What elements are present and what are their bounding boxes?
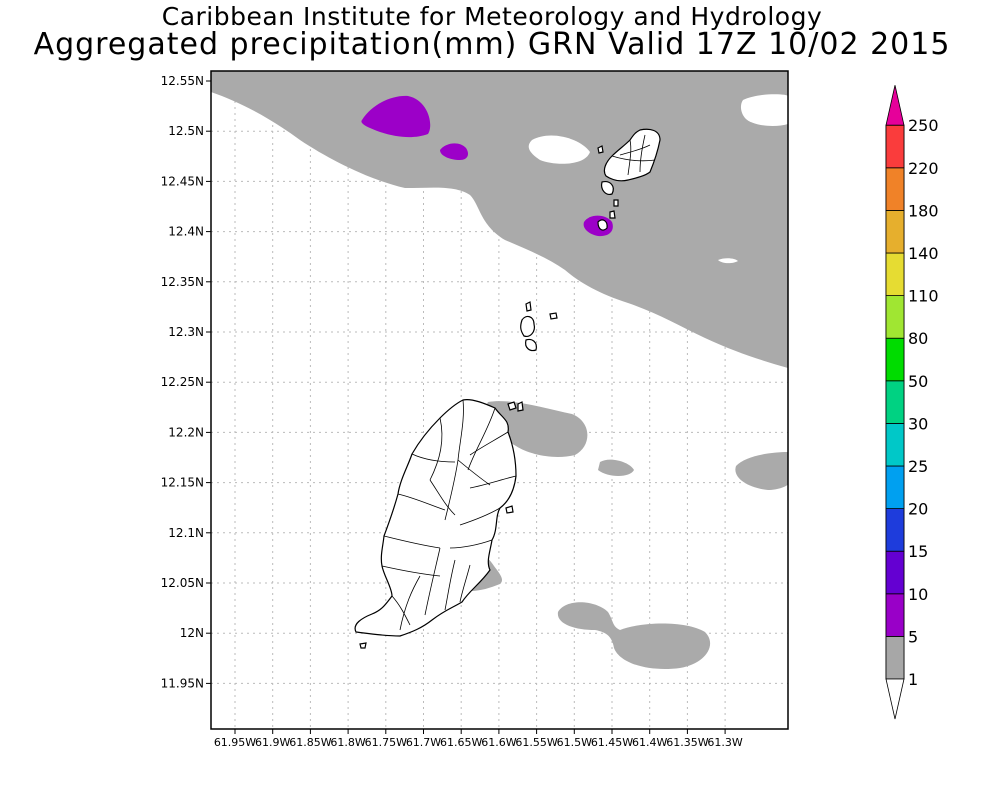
legend-label: 110 bbox=[908, 287, 939, 306]
lon-tick-label: 61.7W bbox=[406, 736, 441, 749]
carriacou-island bbox=[603, 128, 661, 182]
latitude-ticks: 12.55N 12.5N 12.45N 12.4N 12.35N 12.3N 12.25N 1… bbox=[161, 74, 211, 690]
lat-tick-label: 12.55N bbox=[161, 74, 204, 88]
lat-tick-label: 12.35N bbox=[161, 275, 204, 289]
no-precip-hole-1 bbox=[528, 135, 590, 164]
legend-arrow-low bbox=[885, 678, 905, 720]
islet-5 bbox=[525, 301, 532, 312]
lat-tick-label: 12.5N bbox=[168, 124, 204, 138]
legend-swatch bbox=[885, 508, 905, 552]
lon-tick-label: 61.35W bbox=[666, 736, 708, 749]
lon-tick-label: 61.75W bbox=[365, 736, 407, 749]
lon-tick-label: 61.5W bbox=[557, 736, 592, 749]
petite-martinique bbox=[601, 181, 614, 195]
lat-tick-label: 12N bbox=[180, 626, 204, 640]
lat-tick-label: 12.3N bbox=[168, 325, 204, 339]
islet-2 bbox=[517, 401, 524, 412]
islet-4 bbox=[359, 642, 367, 649]
legend-label: 30 bbox=[908, 414, 928, 433]
lon-tick-label: 61.65W bbox=[440, 736, 482, 749]
title-line-2: Aggregated precipitation(mm) GRN Valid 1… bbox=[33, 27, 951, 62]
coastlines bbox=[354, 128, 661, 649]
legend-swatch bbox=[885, 337, 905, 382]
legend-swatch bbox=[885, 550, 905, 595]
lat-tick-label: 12.4N bbox=[168, 225, 204, 239]
lat-tick-label: 12.25N bbox=[161, 375, 204, 389]
lat-tick-label: 12.1N bbox=[168, 526, 204, 540]
precip-area-southeast bbox=[557, 602, 711, 670]
legend-label: 180 bbox=[908, 201, 939, 220]
longitude-ticks: 61.95W61.9W61.85W61.8W61.75W61.7W61.65W6… bbox=[214, 729, 743, 749]
islet-8 bbox=[613, 199, 619, 207]
legend-swatch bbox=[885, 209, 905, 254]
islet-6 bbox=[549, 312, 558, 320]
lon-tick-label: 61.9W bbox=[255, 736, 290, 749]
lat-tick-label: 11.95N bbox=[161, 676, 204, 690]
islet-3 bbox=[505, 505, 514, 514]
no-precip-hole-2 bbox=[740, 94, 788, 126]
precipitation-shading bbox=[211, 71, 788, 670]
legend-label: 10 bbox=[908, 585, 928, 604]
grenada-island bbox=[354, 399, 517, 637]
caille-island bbox=[525, 338, 537, 352]
lat-tick-label: 12.15N bbox=[161, 476, 204, 490]
legend-arrow-high bbox=[885, 85, 905, 126]
lat-tick-label: 12.05N bbox=[161, 576, 204, 590]
lon-tick-label: 61.45W bbox=[591, 736, 633, 749]
islet-1 bbox=[507, 401, 517, 411]
islet-10 bbox=[597, 219, 608, 231]
legend-label: 20 bbox=[908, 500, 928, 519]
legend-swatch bbox=[885, 380, 905, 424]
lat-tick-label: 12.45N bbox=[161, 174, 204, 188]
legend-swatch bbox=[885, 295, 905, 339]
precip-area-purple-mid bbox=[440, 143, 468, 160]
legend-swatch bbox=[885, 465, 905, 509]
lon-tick-label: 61.8W bbox=[330, 736, 365, 749]
legend-label: 80 bbox=[908, 329, 928, 348]
legend-swatch bbox=[885, 636, 905, 680]
legend-label: 25 bbox=[908, 457, 928, 476]
precip-area-far-east bbox=[735, 452, 788, 490]
lon-tick-label: 61.3W bbox=[707, 736, 742, 749]
legend-label: 15 bbox=[908, 542, 928, 561]
legend-label: 50 bbox=[908, 372, 928, 391]
islet-9 bbox=[609, 210, 616, 219]
legend-swatch bbox=[885, 252, 905, 296]
legend-swatch bbox=[885, 422, 905, 467]
legend-label: 5 bbox=[908, 627, 918, 646]
title-line-1: Caribbean Institute for Meteorology and … bbox=[161, 2, 823, 31]
ronde-island bbox=[520, 315, 535, 337]
lon-tick-label: 61.55W bbox=[515, 736, 557, 749]
lon-tick-label: 61.95W bbox=[214, 736, 256, 749]
lon-tick-label: 61.6W bbox=[481, 736, 516, 749]
no-precip-hole-3 bbox=[718, 258, 738, 264]
lat-tick-label: 12.2N bbox=[168, 425, 204, 439]
legend-label: 140 bbox=[908, 244, 939, 263]
lon-tick-label: 61.4W bbox=[632, 736, 667, 749]
precip-area-small-east bbox=[598, 459, 634, 476]
legend-swatch bbox=[885, 124, 905, 169]
map-frame bbox=[210, 70, 789, 730]
precip-area-north-band bbox=[211, 71, 788, 368]
legend-label: 250 bbox=[908, 116, 939, 135]
legend-label: 220 bbox=[908, 159, 939, 178]
precip-area-purple-nw bbox=[361, 95, 431, 138]
lon-tick-label: 61.85W bbox=[289, 736, 331, 749]
legend-swatch bbox=[885, 593, 905, 637]
islet-7 bbox=[597, 145, 604, 154]
legend-label: 1 bbox=[908, 670, 918, 689]
legend-swatch bbox=[885, 167, 905, 211]
